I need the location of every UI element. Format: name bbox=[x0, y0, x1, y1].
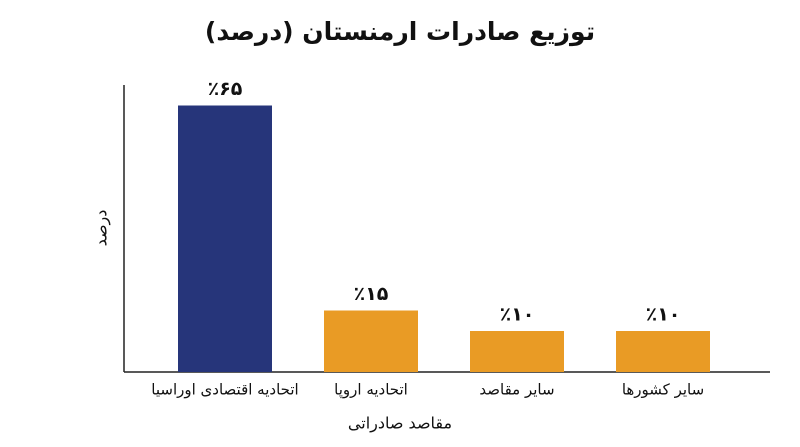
x-tick-label: سایر کشورها bbox=[622, 381, 704, 399]
chart-title: توزیع صادرات ارمنستان (درصد) bbox=[205, 17, 595, 47]
x-tick-label: سایر مقاصد bbox=[479, 381, 554, 399]
bar bbox=[178, 105, 272, 372]
x-tick-label: اتحادیه اقتصادی اوراسیا bbox=[151, 381, 298, 399]
value-label: ٪۱۵ bbox=[354, 283, 389, 305]
bar bbox=[324, 310, 418, 372]
x-tick-label: اتحادیه اروپا bbox=[334, 381, 408, 400]
value-label: ٪۱۰ bbox=[646, 304, 681, 326]
x-axis-label: مقاصد صادراتی bbox=[348, 414, 452, 434]
value-label: ٪۱۰ bbox=[500, 304, 535, 326]
bar bbox=[616, 331, 710, 372]
bar bbox=[470, 331, 564, 372]
y-axis-label: درصد bbox=[92, 210, 112, 247]
value-label: ٪۶۵ bbox=[208, 78, 243, 100]
